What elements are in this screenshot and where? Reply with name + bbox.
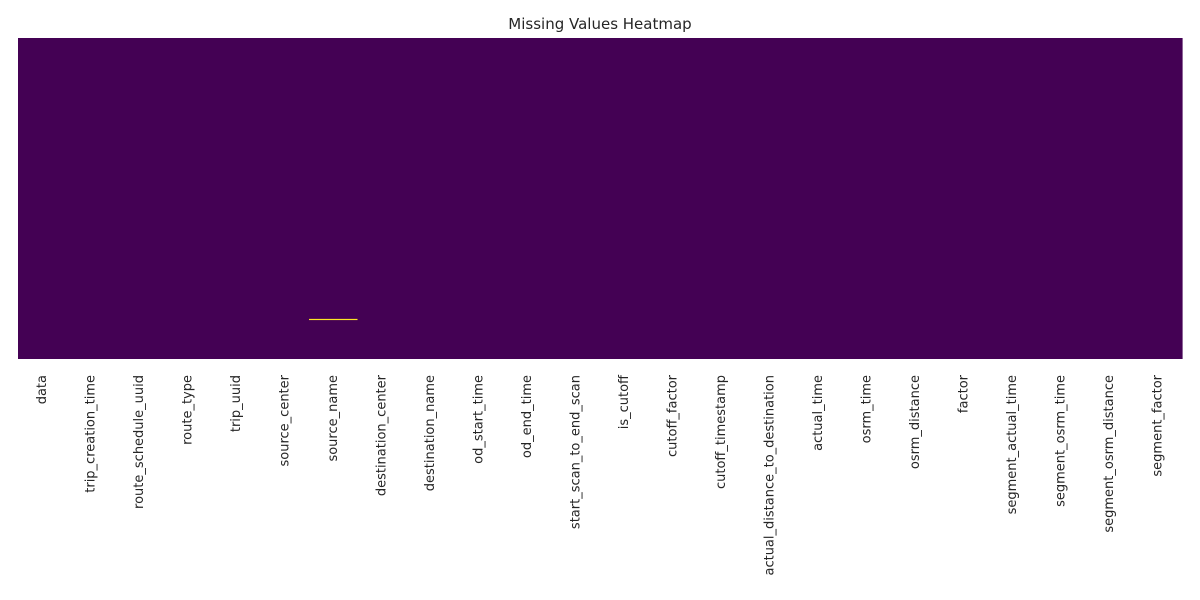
x-tick-label-osrm_time: osrm_time: [859, 375, 874, 443]
x-tick-label-data: data: [35, 375, 50, 404]
x-tick-label-actual_time: actual_time: [811, 375, 826, 451]
heatmap-column-cutoff_timestamp: [697, 38, 747, 359]
missing-value-mark-source_name: [309, 318, 358, 321]
heatmap-column-route_type: [163, 38, 213, 359]
x-tick-label-route_type: route_type: [180, 375, 195, 445]
x-tick-label-segment_osrm_distance: segment_osrm_distance: [1102, 375, 1117, 533]
x-tick-label-destination_name: destination_name: [423, 375, 438, 491]
heatmap-column-source_center: [260, 38, 310, 359]
heatmap-column-cutoff_factor: [648, 38, 698, 359]
x-tick-label-cutoff_factor: cutoff_factor: [665, 374, 680, 457]
heatmap-column-od_end_time: [503, 38, 553, 359]
heatmap-column-segment_osrm_time: [1036, 38, 1086, 359]
heatmap-column-factor: [939, 38, 989, 359]
x-tick-label-source_name: source_name: [326, 375, 341, 462]
heatmap-column-is_cutoff: [600, 38, 650, 359]
x-tick-label-segment_factor: segment_factor: [1150, 374, 1165, 476]
heatmap-column-segment_factor: [1133, 38, 1183, 359]
x-tick-label-od_end_time: od_end_time: [520, 375, 535, 458]
heatmap-column-destination_name: [406, 38, 456, 359]
heatmap-column-source_name: [309, 38, 359, 359]
heatmap-column-osrm_time: [842, 38, 892, 359]
heatmap-column-start_scan_to_end_scan: [551, 38, 601, 359]
x-tick-label-trip_uuid: trip_uuid: [229, 375, 244, 432]
heatmap-cells: [18, 38, 1183, 359]
x-tick-label-source_center: source_center: [277, 374, 292, 466]
heatmap-column-data: [18, 38, 68, 359]
heatmap-column-actual_time: [794, 38, 844, 359]
x-tick-label-segment_actual_time: segment_actual_time: [1005, 375, 1020, 514]
heatmap-column-trip_creation_time: [66, 38, 116, 359]
x-tick-label-route_schedule_uuid: route_schedule_uuid: [132, 375, 147, 509]
x-tick-label-osrm_distance: osrm_distance: [908, 375, 923, 469]
x-tick-label-is_cutoff: is_cutoff: [617, 374, 632, 429]
chart-title: Missing Values Heatmap: [508, 15, 691, 33]
x-tick-label-cutoff_timestamp: cutoff_timestamp: [714, 375, 729, 489]
heatmap-column-trip_uuid: [212, 38, 262, 359]
heatmap-column-segment_osrm_distance: [1085, 38, 1135, 359]
x-tick-label-trip_creation_time: trip_creation_time: [83, 375, 98, 493]
heatmap-column-od_start_time: [454, 38, 504, 359]
heatmap-column-destination_center: [357, 38, 407, 359]
x-tick-labels: data trip_creation_time route_schedule_uui…: [35, 374, 1166, 576]
x-tick-label-factor: factor: [956, 374, 971, 413]
heatmap-column-segment_actual_time: [988, 38, 1038, 359]
x-tick-label-destination_center: destination_center: [374, 374, 389, 496]
x-tick-label-actual_distance_to_destination: actual_distance_to_destination: [762, 375, 777, 576]
x-tick-label-start_scan_to_end_scan: start_scan_to_end_scan: [568, 375, 583, 529]
x-tick-label-segment_osrm_time: segment_osrm_time: [1053, 375, 1068, 507]
heatmap-column-route_schedule_uuid: [115, 38, 165, 359]
heatmap-column-actual_distance_to_destination: [745, 38, 795, 359]
missing-value-marks: [309, 318, 358, 321]
heatmap-column-osrm_distance: [891, 38, 941, 359]
x-tick-label-od_start_time: od_start_time: [471, 375, 486, 464]
